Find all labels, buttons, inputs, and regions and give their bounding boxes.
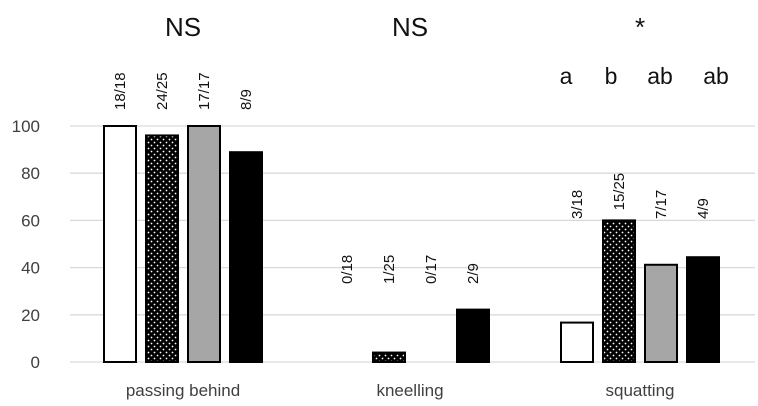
bar-0-2: [187, 125, 221, 363]
count-label-1-0: 0/18: [339, 255, 356, 284]
count-label-0-3: 8/9: [238, 89, 255, 110]
category-label-1: kneelling: [376, 381, 443, 400]
count-label-2-2: 7/17: [653, 190, 670, 219]
group-letter-2-0: a: [560, 63, 573, 89]
y-axis-tick-labels: 0 20 40 60 80 100: [12, 117, 40, 372]
count-label-0-1: 24/25: [154, 72, 171, 110]
bar-2-1: [602, 219, 636, 363]
significance-label-0: NS: [165, 12, 201, 42]
count-label-0-2: 17/17: [196, 72, 213, 110]
count-label-1-2: 0/17: [423, 255, 440, 284]
count-label-0-0: 18/18: [112, 72, 129, 110]
group-letter-2-3: ab: [703, 63, 729, 89]
y-tick-label-20: 20: [21, 306, 40, 325]
bar-1-1: [372, 351, 406, 363]
category-labels: passing behind kneelling squatting: [126, 381, 675, 400]
bar-1-3: [456, 308, 490, 363]
grid-lines: [70, 125, 755, 363]
significance-label-2: *: [635, 12, 645, 42]
bars: [103, 125, 720, 364]
y-tick-label-0: 0: [31, 353, 40, 372]
count-label-1-3: 2/9: [465, 263, 482, 284]
bar-2-2: [644, 263, 678, 364]
y-tick-label-100: 100: [12, 117, 40, 136]
count-label-1-1: 1/25: [381, 255, 398, 284]
bar-2-3: [686, 256, 720, 363]
group-letter-2-1: b: [605, 63, 618, 89]
significance-labels: NS NS *: [165, 12, 645, 42]
count-labels: 18/18 0/18 3/18 24/25 1/25 15/25 17/17 0/17 7/17…: [112, 72, 712, 284]
y-tick-label-80: 80: [21, 164, 40, 183]
bar-2-0: [560, 321, 594, 364]
bar-0-1: [145, 134, 179, 363]
bar-0-3: [229, 151, 263, 363]
count-label-2-0: 3/18: [569, 190, 586, 219]
y-tick-label-60: 60: [21, 211, 40, 230]
category-label-2: squatting: [606, 381, 675, 400]
count-label-2-1: 15/25: [611, 173, 628, 211]
significance-label-1: NS: [392, 12, 428, 42]
group-letters: a b ab ab: [560, 63, 729, 89]
bar-0-0: [103, 125, 137, 363]
category-label-0: passing behind: [126, 381, 240, 400]
group-letter-2-2: ab: [647, 63, 673, 89]
count-label-2-3: 4/9: [695, 198, 712, 219]
y-tick-label-40: 40: [21, 259, 40, 278]
